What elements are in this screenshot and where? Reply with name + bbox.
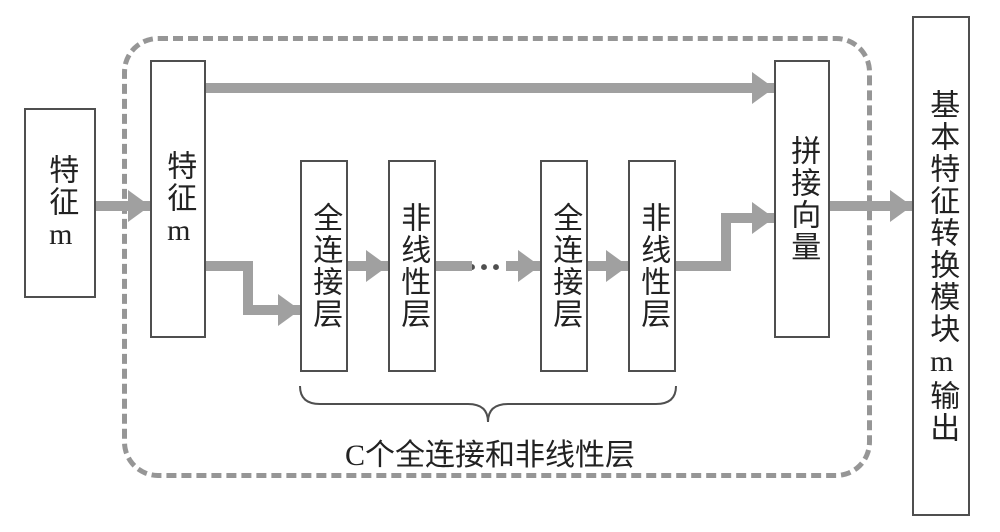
box-fc1: 全连接层 — [300, 160, 348, 372]
layers-ellipsis: ··· — [466, 246, 502, 288]
box-nl1: 非线性层 — [388, 160, 436, 372]
box-input-label: 特征m — [43, 154, 78, 253]
box-input: 特征m — [24, 108, 96, 298]
box-concat-label: 拼接向量 — [785, 135, 820, 263]
box-concat: 拼接向量 — [774, 60, 830, 338]
box-nl2-label: 非线性层 — [635, 202, 670, 330]
box-feat-in-label: 特征m — [161, 150, 196, 249]
box-output: 基本特征转换模块m输出 — [912, 16, 970, 516]
box-fc1-label: 全连接层 — [307, 202, 342, 330]
box-fc2-label: 全连接层 — [547, 202, 582, 330]
box-fc2: 全连接层 — [540, 160, 588, 372]
box-feat-in: 特征m — [150, 60, 206, 338]
box-output-label: 基本特征转换模块m输出 — [924, 89, 959, 444]
diagram-canvas: 特征m 特征m 全连接层 非线性层 全连接层 非线性层 拼接向量 基本特征转换模… — [0, 0, 1000, 532]
box-nl2: 非线性层 — [628, 160, 676, 372]
layers-caption: C个全连接和非线性层 — [300, 430, 680, 474]
box-nl1-label: 非线性层 — [395, 202, 430, 330]
